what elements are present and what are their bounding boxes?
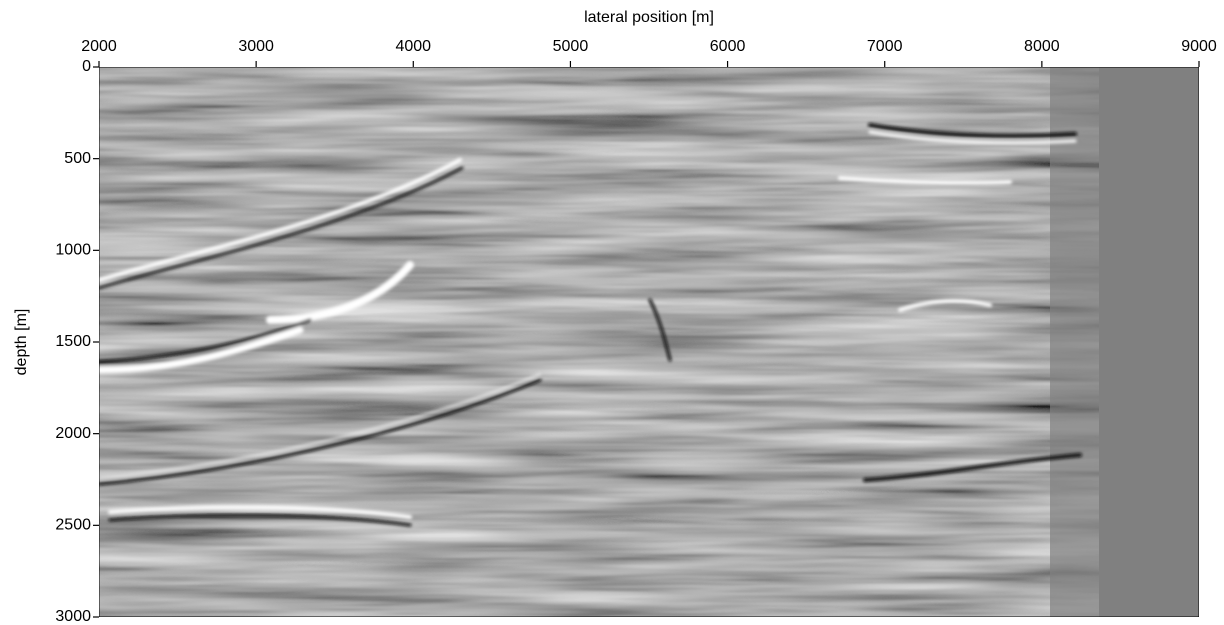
y-tick-label: 3000 xyxy=(55,608,91,625)
seismic-image xyxy=(99,67,1199,617)
y-tick-label: 1000 xyxy=(55,242,91,259)
y-axis-label: depth [m] xyxy=(13,309,30,376)
y-tick-label: 2500 xyxy=(55,517,91,534)
x-tick-label: 3000 xyxy=(238,38,274,55)
y-tick-label: 2000 xyxy=(55,425,91,442)
y-tick-label: 0 xyxy=(82,58,91,75)
x-tick-label: 4000 xyxy=(395,38,431,55)
x-tick-label: 7000 xyxy=(867,38,903,55)
x-tick-label: 9000 xyxy=(1181,38,1217,55)
y-tick-label: 500 xyxy=(64,150,91,167)
x-tick-label: 2000 xyxy=(81,38,117,55)
x-tick-label: 6000 xyxy=(710,38,746,55)
x-tick-label: 5000 xyxy=(553,38,589,55)
x-axis-label: lateral position [m] xyxy=(584,9,714,26)
y-tick-label: 1500 xyxy=(55,333,91,350)
x-tick-label: 8000 xyxy=(1024,38,1060,55)
